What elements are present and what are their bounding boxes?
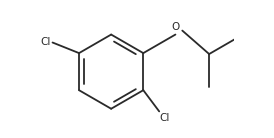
Text: Cl: Cl	[160, 113, 170, 123]
Text: Cl: Cl	[41, 37, 51, 47]
Text: O: O	[171, 22, 179, 32]
